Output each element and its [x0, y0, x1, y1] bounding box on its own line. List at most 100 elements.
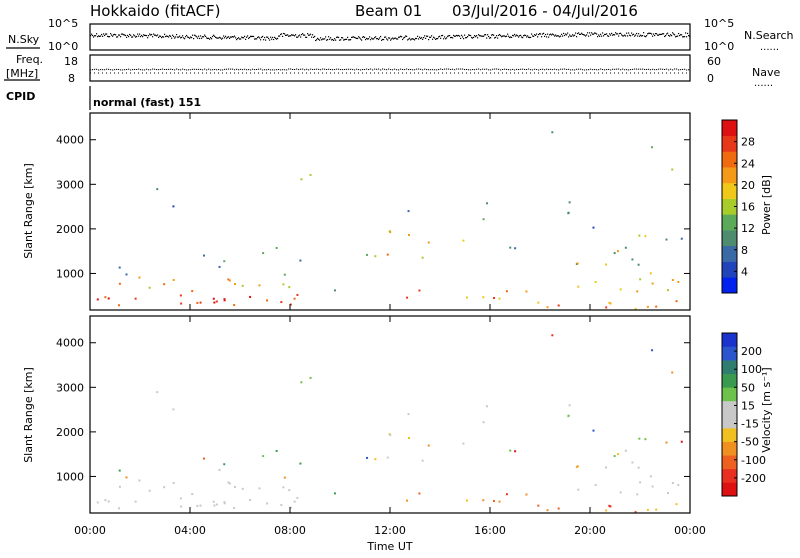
noise-dot — [504, 35, 506, 37]
nave-dot — [658, 72, 659, 74]
velocity-colorbar-tick-label: 200 — [741, 345, 762, 358]
noise-dot — [682, 36, 684, 38]
freq-dot — [456, 68, 458, 70]
noise-dot — [510, 36, 512, 38]
noise-dot — [404, 36, 406, 38]
noise-dot — [683, 36, 685, 38]
noise-dot — [329, 38, 331, 40]
power-cell — [655, 305, 658, 308]
freq-dot — [92, 69, 94, 71]
freq-dot — [372, 69, 374, 71]
freq-dot — [224, 68, 226, 70]
freq-dot — [618, 68, 620, 70]
noise-dot — [668, 34, 670, 37]
power-colorbar-swatch — [722, 198, 737, 215]
nave-dot — [290, 72, 291, 74]
freq-dot — [526, 68, 528, 70]
noise-dot — [172, 34, 174, 36]
freq-dot — [164, 69, 166, 71]
power-cell — [386, 253, 389, 256]
nave-dot — [642, 72, 643, 74]
noise-dot — [633, 33, 635, 35]
noise-dot — [149, 33, 151, 35]
noise-dot — [321, 39, 323, 41]
noise-dot — [272, 36, 274, 39]
noise-dot — [526, 36, 528, 38]
freq-dot — [394, 68, 396, 70]
freq-dot — [128, 68, 130, 70]
freq-tick-top-left: 18 — [64, 55, 78, 68]
noise-dot — [482, 35, 484, 37]
noise-dot — [426, 35, 428, 37]
freq-dot — [412, 69, 414, 71]
freq-dot — [514, 69, 516, 71]
nave-dot — [330, 72, 331, 74]
nave-dot — [306, 72, 307, 74]
velocity-cell — [258, 487, 261, 490]
velocity-cell — [651, 485, 654, 488]
noise-dot — [246, 36, 248, 38]
freq-dot — [656, 69, 658, 71]
freq-tick-bottom-left: 8 — [68, 72, 75, 85]
noise-dot — [658, 34, 660, 36]
noise-dot — [395, 37, 397, 39]
freq-dot — [186, 69, 188, 71]
noise-dot — [656, 33, 658, 35]
noise-dot — [488, 35, 490, 38]
noise-dot — [150, 34, 152, 36]
freq-dot — [232, 68, 234, 70]
noise-dot — [432, 38, 434, 40]
noise-dot — [508, 35, 510, 37]
power-cell — [616, 250, 619, 253]
nave-dot — [438, 72, 439, 74]
freq-dot — [470, 69, 472, 71]
freq-dot — [630, 69, 632, 71]
noise-dot — [588, 35, 590, 37]
noise-dot — [185, 36, 187, 38]
nave-tick-bottom-right: 0 — [707, 72, 714, 85]
freq-dot — [254, 69, 256, 71]
power-cell — [675, 300, 678, 303]
noise-dot — [252, 35, 254, 38]
noise-dot — [140, 35, 142, 38]
velocity-cell — [172, 482, 175, 485]
noise-dot — [481, 35, 483, 37]
noise-dot — [595, 32, 597, 34]
freq-dot — [354, 69, 356, 71]
nave-dot — [318, 72, 319, 74]
power-cell — [233, 304, 236, 307]
nave-dot — [638, 72, 639, 74]
freq-dot — [488, 69, 490, 71]
noise-dot — [428, 39, 430, 41]
noise-dot — [664, 35, 666, 38]
noise-dot — [467, 35, 469, 38]
noise-dot — [393, 38, 395, 40]
noise-dot — [460, 37, 462, 39]
freq-dot — [414, 69, 416, 71]
velocity-cell — [546, 509, 549, 512]
power-heatmap — [96, 131, 683, 310]
power-cell — [118, 266, 121, 269]
noise-dot — [498, 34, 500, 37]
noise-dot — [655, 32, 657, 35]
freq-dot — [162, 68, 164, 70]
freq-dot — [572, 69, 574, 71]
noise-dot — [575, 32, 577, 34]
nave-dot — [686, 72, 687, 74]
velocity-cell — [576, 465, 579, 468]
nave-dot — [666, 72, 667, 74]
power-colorbar-swatch — [722, 277, 737, 294]
freq-dot — [460, 68, 462, 70]
noise-dot — [497, 37, 499, 39]
noise-dot — [635, 34, 637, 36]
freq-dot — [586, 69, 588, 71]
freq-dot — [298, 69, 300, 71]
noise-dot — [383, 38, 385, 41]
power-cell — [172, 205, 175, 208]
nave-dot — [622, 72, 623, 74]
noise-dot — [648, 32, 650, 34]
nave-dot — [618, 72, 619, 74]
freq-dot — [328, 68, 330, 70]
noise-dot — [110, 33, 112, 35]
